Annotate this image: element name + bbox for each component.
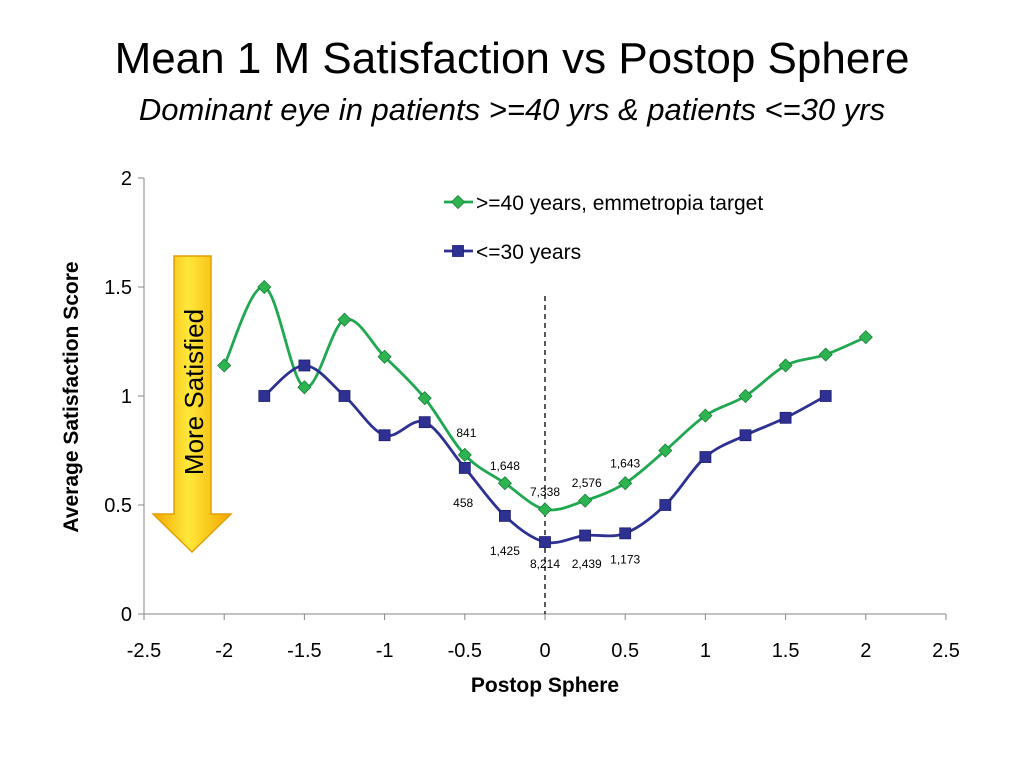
- legend-item-1: >=40 years, emmetropia target: [444, 192, 763, 215]
- data-point: [819, 390, 832, 402]
- annotation-layer: 841 1,648 7,338 2,576 1,643 458 1,425 8,214 2,43…: [453, 426, 640, 571]
- data-point: [578, 493, 593, 508]
- slide-title: Mean 1 M Satisfaction vs Postop Sphere: [114, 34, 910, 83]
- x-tick-label: -0.5: [448, 640, 482, 662]
- data-point: [698, 408, 713, 423]
- x-tick-label: 0: [539, 640, 550, 662]
- legend: >=40 years, emmetropia target <=30 years: [444, 192, 763, 264]
- x-tick-label: -2: [215, 640, 233, 662]
- data-point: [778, 358, 793, 373]
- x-axis-title: Postop Sphere: [471, 674, 619, 697]
- data-point: [858, 330, 873, 345]
- data-label: 2,439: [572, 557, 602, 571]
- data-label: 7,338: [530, 485, 560, 499]
- data-point: [217, 358, 232, 373]
- x-tick-label: 2.5: [932, 640, 960, 662]
- data-point: [298, 359, 311, 372]
- series-2: [258, 359, 832, 548]
- data-point: [257, 279, 272, 295]
- data-point: [258, 390, 271, 402]
- x-tick-label: -2.5: [127, 640, 161, 662]
- x-tick-label: 1: [700, 640, 711, 662]
- data-point: [418, 416, 431, 429]
- legend-label: <=30 years: [476, 241, 581, 264]
- data-point: [297, 380, 312, 395]
- data-point: [619, 527, 632, 540]
- data-point: [539, 536, 551, 548]
- data-point: [338, 390, 351, 402]
- data-point: [818, 347, 833, 362]
- arrow-shape-icon: [151, 255, 233, 554]
- series-layer: [217, 279, 873, 548]
- x-tick-label: 1.5: [772, 640, 800, 662]
- data-label: 1,425: [490, 544, 520, 558]
- data-point: [497, 476, 512, 491]
- legend-label: >=40 years, emmetropia target: [476, 192, 763, 215]
- data-point: [498, 509, 511, 522]
- data-label: 1,643: [610, 457, 640, 471]
- data-point: [579, 529, 591, 542]
- data-point: [378, 429, 391, 442]
- slide-subtitle: Dominant eye in patients >=40 yrs & pati…: [138, 92, 886, 127]
- legend-marker: [450, 194, 466, 210]
- data-point: [739, 429, 752, 442]
- x-tick-label: 0.5: [611, 640, 639, 662]
- data-label: 8,214: [530, 557, 560, 571]
- data-point: [337, 312, 352, 327]
- data-point: [738, 388, 753, 404]
- data-point: [377, 349, 392, 364]
- y-tick-label: 0: [121, 604, 132, 626]
- data-point: [659, 499, 672, 511]
- x-tick-label: -1.5: [287, 640, 321, 662]
- data-point: [458, 462, 471, 474]
- data-point: [658, 443, 673, 458]
- axes: 0 0.5 1 1.5 2 -2.5 -2 -1.5 -1 -0.5 0 0.5 1 1.5 2 2.5: [104, 168, 960, 662]
- x-tick-label: -1: [376, 640, 394, 662]
- data-point: [618, 476, 633, 491]
- data-point: [779, 411, 792, 424]
- data-point: [417, 391, 432, 406]
- data-point: [537, 502, 553, 517]
- x-tick-label: 2: [860, 640, 871, 662]
- more-satisfied-arrow: More Satisfied: [151, 255, 233, 554]
- y-tick-label: 1: [121, 386, 132, 408]
- legend-marker: [452, 245, 464, 257]
- data-point: [699, 451, 712, 463]
- arrow-label: More Satisfied: [179, 309, 209, 475]
- data-label: 1,173: [610, 553, 640, 567]
- data-label: 2,576: [572, 476, 602, 490]
- data-label: 841: [456, 426, 476, 440]
- y-axis-title: Average Satisfaction Score: [60, 261, 83, 532]
- y-tick-label: 0.5: [104, 495, 132, 517]
- data-point: [457, 447, 472, 462]
- data-label: 458: [453, 496, 473, 510]
- y-tick-label: 1.5: [104, 277, 132, 299]
- y-tick-label: 2: [121, 168, 132, 190]
- legend-item-2: <=30 years: [444, 241, 581, 264]
- data-label: 1,648: [490, 459, 520, 473]
- series-1: [217, 279, 873, 517]
